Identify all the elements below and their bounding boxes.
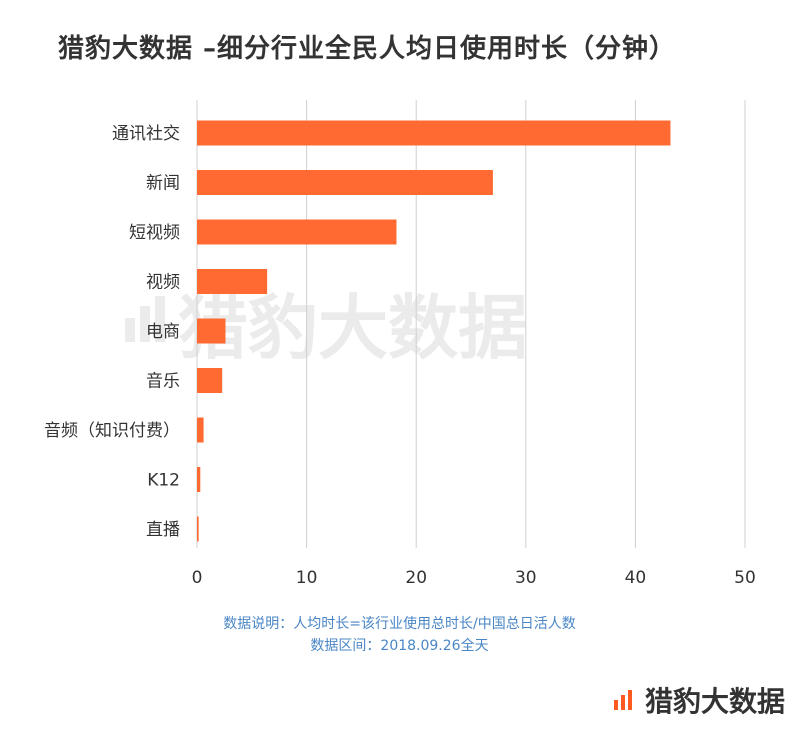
brand-logo: 猎豹大数据 — [613, 680, 785, 720]
bar-logo-icon — [613, 690, 632, 710]
chart-title: 猎豹大数据 –细分行业全民人均日使用时长（分钟） — [58, 34, 677, 64]
bar-8 — [197, 516, 199, 542]
x-tick-label: 50 — [734, 568, 756, 588]
bar-3 — [197, 269, 268, 294]
category-label: 音频（知识付费） — [44, 421, 180, 441]
category-label: 直播 — [146, 520, 180, 540]
x-tick-label: 0 — [192, 568, 203, 588]
bar-4 — [197, 318, 226, 344]
watermark: 猎豹大数据 — [125, 287, 528, 369]
category-label: K12 — [147, 471, 180, 491]
bar-7 — [197, 467, 201, 492]
bar-0 — [197, 120, 671, 146]
category-label: 音乐 — [146, 372, 180, 392]
category-label: 短视频 — [129, 223, 180, 243]
x-tick-label: 20 — [405, 568, 427, 588]
data-note-range: 数据区间：2018.09.26全天 — [310, 638, 489, 654]
watermark-bar-2 — [155, 296, 165, 342]
x-tick-label: 40 — [625, 568, 647, 588]
data-note-definition: 数据说明：人均时长=该行业使用总时长/中国总日活人数 — [223, 616, 576, 632]
brand-name: 猎豹大数据 — [644, 685, 785, 718]
x-tick-label: 30 — [515, 568, 537, 588]
watermark-text: 猎豹大数据 — [178, 287, 528, 369]
bar-5 — [197, 368, 223, 393]
x-tick-labels: 0 10 20 30 40 50 — [192, 568, 756, 588]
category-label: 视频 — [146, 273, 180, 293]
bar-1 — [197, 170, 493, 195]
category-label: 电商 — [146, 322, 180, 342]
watermark-bar-1 — [140, 306, 150, 342]
bar-2 — [197, 219, 397, 245]
category-label: 新闻 — [146, 174, 180, 194]
x-tick-label: 10 — [296, 568, 318, 588]
bar-6 — [197, 417, 204, 443]
category-label: 通讯社交 — [112, 124, 180, 144]
watermark-bar-0 — [125, 318, 135, 342]
chart-bars — [197, 120, 671, 542]
